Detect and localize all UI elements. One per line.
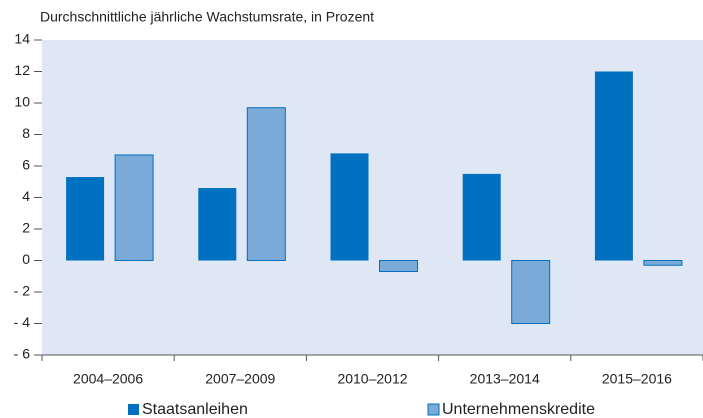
bar — [330, 153, 369, 261]
legend-label: Staatsanleihen — [142, 401, 248, 418]
y-tick-label: 10 — [14, 94, 30, 110]
x-tick-label: 2007–2009 — [205, 371, 275, 387]
chart-title: Durchschnittliche jährliche Wachstumsrat… — [40, 9, 374, 25]
legend-swatch — [128, 404, 139, 415]
x-tick-label: 2013–2014 — [470, 371, 540, 387]
y-tick-label: 4 — [22, 188, 30, 204]
bar — [379, 260, 418, 273]
y-tick-label: - 6 — [14, 346, 31, 362]
bar — [594, 71, 633, 261]
x-tick-label: 2004–2006 — [73, 371, 143, 387]
legend-swatch — [427, 403, 440, 416]
y-tick-label: 6 — [22, 157, 30, 173]
y-tick-label: 14 — [14, 31, 30, 47]
bar — [462, 173, 501, 261]
y-tick-label: 0 — [22, 251, 30, 267]
bar — [246, 107, 286, 261]
bar — [198, 188, 237, 261]
legend-label: Unternehmenskredite — [442, 401, 595, 418]
y-tick-label: - 4 — [14, 314, 31, 330]
bar — [643, 260, 683, 266]
x-tick-label: 2010–2012 — [337, 371, 407, 387]
y-tick-label: 2 — [22, 220, 30, 236]
x-tick-label: 2015–2016 — [602, 371, 672, 387]
y-tick-label: 8 — [22, 125, 30, 141]
y-tick-label: - 2 — [14, 283, 31, 299]
bar — [114, 154, 154, 262]
y-tick-label: 12 — [14, 62, 30, 78]
bar — [511, 260, 551, 324]
bar — [66, 177, 105, 261]
